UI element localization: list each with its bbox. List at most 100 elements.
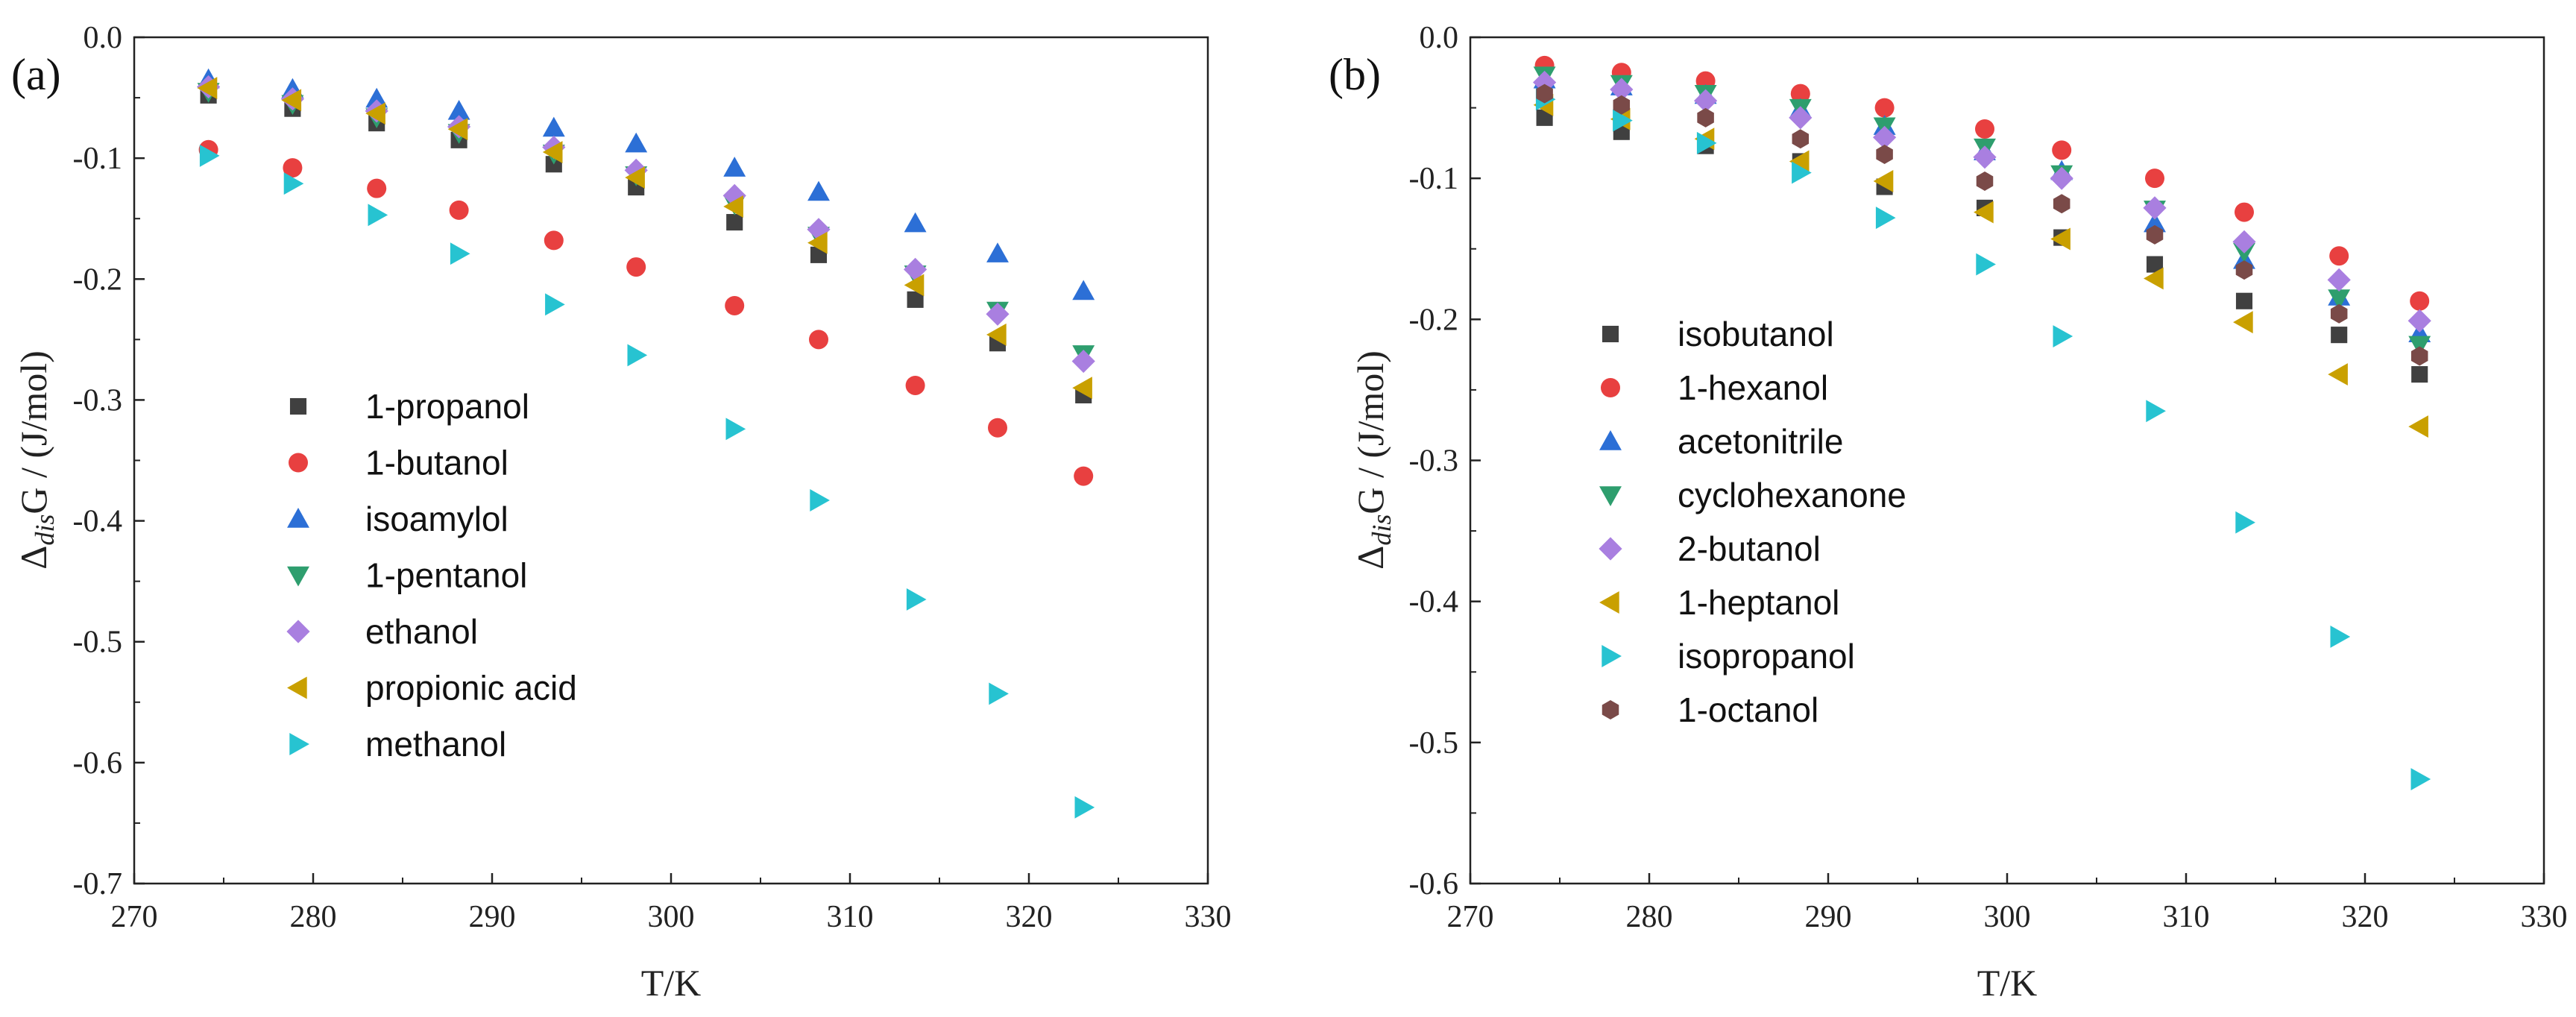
data-point [906, 588, 927, 611]
legend-marker [289, 733, 309, 755]
data-point [1613, 95, 1631, 115]
data-point [365, 102, 385, 125]
data-point [447, 99, 470, 120]
legend-marker [1602, 645, 1622, 667]
data-point [1697, 107, 1714, 127]
legend-marker [1599, 430, 1622, 450]
y-tick-label: -0.2 [73, 262, 123, 297]
legend-marker [289, 453, 308, 473]
data-point [723, 195, 743, 218]
series-1-butanol [198, 139, 1094, 486]
y-tick-label: -0.1 [1409, 162, 1459, 196]
legend-entry: isopropanol [1678, 637, 1855, 676]
data-point [2145, 169, 2164, 189]
data-point [625, 166, 645, 189]
data-point [2330, 626, 2351, 648]
data-point [1792, 161, 1812, 184]
legend-entry: ethanol [365, 612, 478, 651]
x-tick-label: 270 [111, 900, 158, 934]
legend-marker [1602, 325, 1619, 343]
series-1-pentanol [197, 83, 1095, 365]
data-point [2411, 366, 2428, 383]
x-tick-label: 310 [2163, 900, 2210, 934]
data-point [1874, 98, 1895, 118]
legend-entry: acetonitrile [1678, 422, 1843, 461]
data-point [1973, 145, 1997, 169]
data-point [2330, 303, 2348, 324]
data-point [1975, 119, 1994, 139]
legend-marker [287, 676, 307, 699]
panel-label: (a) [11, 50, 61, 99]
data-point [1694, 89, 1718, 113]
data-point [2328, 289, 2351, 309]
data-point [2233, 311, 2253, 334]
legend-entry: 1-pentanol [365, 556, 527, 595]
legend-marker [1599, 537, 1622, 561]
legend-marker [1599, 486, 1622, 506]
x-tick-label: 280 [1626, 900, 1673, 934]
y-axis-label: ΔdisG / (J/mol) [13, 350, 60, 570]
data-point [2053, 325, 2073, 347]
legend-marker [287, 508, 309, 528]
data-point [2050, 166, 2073, 190]
y-tick-label: -0.7 [73, 867, 123, 901]
series-propionic-acid [197, 77, 1092, 400]
data-point [1074, 466, 1094, 486]
y-axis-label: ΔdisG / (J/mol) [1350, 350, 1396, 570]
legend-marker [287, 566, 309, 587]
legend-entry: cyclohexanone [1678, 476, 1906, 514]
y-tick-label: -0.5 [1409, 726, 1459, 761]
chart-panel-a: 270 280 290 300 310 320 330 0.0 -0.1 -0.2 -0.3 -0.4… [11, 21, 1232, 1004]
data-point [905, 375, 925, 395]
data-point [625, 132, 648, 153]
series-ethanol [197, 75, 1095, 374]
data-point [2235, 511, 2255, 534]
legend-entry: 2-butanol [1678, 529, 1821, 568]
data-point [2144, 212, 2166, 233]
legend-entry: methanol [365, 725, 506, 763]
data-point [199, 144, 220, 167]
data-point [450, 242, 470, 265]
data-point [1790, 84, 1810, 104]
x-tick-label: 300 [1984, 900, 2031, 934]
y-tick-label: -0.2 [1409, 303, 1459, 337]
x-axis-label: T/K [641, 962, 702, 1004]
y-tick-label: 0.0 [1420, 21, 1459, 55]
data-point [1873, 125, 1897, 149]
data-point [907, 291, 924, 308]
data-point [2410, 768, 2431, 790]
x-tick-label: 330 [2521, 900, 2568, 934]
data-point [1974, 201, 1994, 224]
x-tick-label: 320 [1006, 900, 1053, 934]
data-point [542, 116, 565, 137]
data-point [1613, 109, 1633, 132]
data-point [807, 180, 830, 201]
y-tick-label: -0.6 [73, 746, 123, 781]
series-methanol [199, 144, 1095, 819]
data-point [1876, 145, 1893, 165]
data-point [367, 178, 387, 198]
data-point [1792, 129, 1810, 149]
data-point [1976, 253, 1996, 276]
data-point [989, 682, 1009, 705]
legend-marker [289, 397, 307, 415]
data-point [722, 183, 746, 208]
data-point [2235, 260, 2253, 280]
data-point [2407, 309, 2431, 333]
data-point [2328, 363, 2348, 386]
series-isopropanol [1535, 88, 2431, 790]
y-tick-label: -0.1 [73, 142, 123, 176]
data-point [726, 214, 743, 231]
data-point [904, 274, 925, 297]
legend-entry: isobutanol [1678, 315, 1834, 353]
y-tick-label: -0.4 [1409, 585, 1459, 620]
data-point [1074, 796, 1095, 819]
data-point [809, 330, 828, 350]
data-point [2143, 196, 2167, 220]
data-point [810, 489, 830, 511]
y-tick-label: -0.4 [73, 505, 123, 539]
data-point [197, 77, 218, 100]
data-point [2050, 227, 2070, 251]
data-point [986, 242, 1009, 262]
data-point [725, 295, 745, 315]
